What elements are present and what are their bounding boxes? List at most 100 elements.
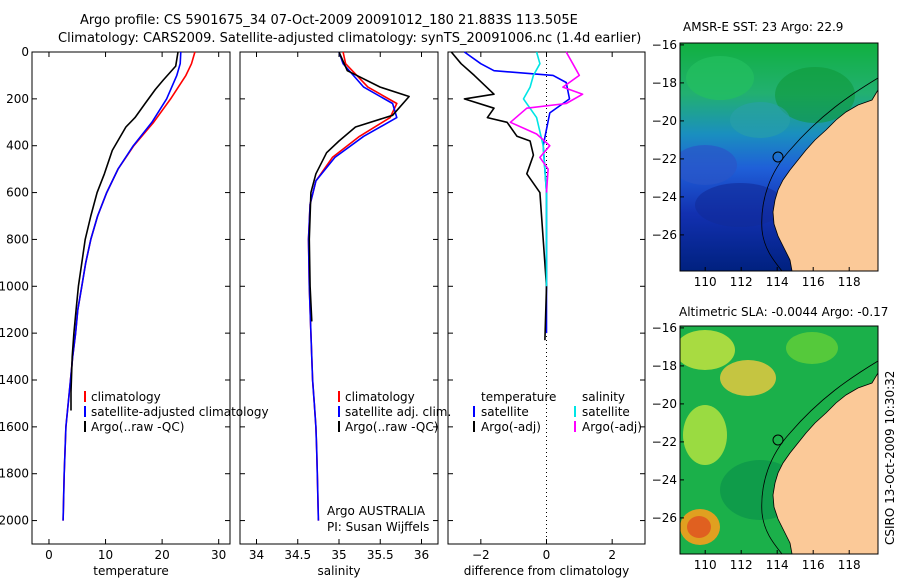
sla-map-title: Altimetric SLA: -0.0044 Argo: -0.17 (679, 305, 888, 319)
lat-tick-label: −22 (652, 435, 677, 449)
legend-label-sal-argo: Argo(-adj) (582, 420, 642, 434)
series-line-argo-raw-qc (308, 51, 410, 322)
sla-high-patch (720, 360, 776, 396)
lon-tick-label: 118 (838, 275, 861, 289)
legend-label-satellite: satellite adj. clim. (345, 405, 451, 419)
lat-tick-label: −24 (652, 190, 677, 204)
lon-tick-label: 112 (730, 558, 753, 572)
x-tick-label: 0 (45, 548, 53, 562)
series-line-temperature-argo-adj (450, 51, 548, 341)
legend-label-satellite: satellite-adjusted climatology (91, 405, 269, 419)
lon-tick-label: 116 (802, 275, 825, 289)
y-tick-label: 1600 (0, 420, 29, 434)
lat-tick-label: −16 (652, 321, 677, 335)
legend-label-climatology: climatology (91, 390, 161, 404)
lat-tick-label: −20 (652, 114, 677, 128)
australia-landmass (772, 89, 878, 271)
plot-frame (239, 51, 439, 545)
x-tick-label: 10 (98, 548, 113, 562)
x-tick-label: 36 (414, 548, 429, 562)
float-program-label: Argo AUSTRALIA (327, 504, 426, 518)
sla-high-patch (680, 330, 735, 370)
sst-map-frame (679, 42, 879, 272)
sst-warm-patch (686, 56, 754, 100)
lon-tick-label: 112 (730, 275, 753, 289)
x-tick-label: 2 (608, 548, 616, 562)
y-tick-label: 1200 (0, 326, 29, 340)
legend-title-salinity: salinity (582, 390, 625, 404)
series-line-argo-raw-qc (70, 51, 179, 411)
lat-tick-label: −18 (652, 359, 677, 373)
temperature-panel: 0 10 20 30 0 200 400 600 800 1000 1200 1400 1600 1800… (0, 45, 231, 578)
bathymetry-contour (761, 77, 878, 271)
lat-tick-label: −26 (652, 228, 677, 242)
y-tick-label: 600 (6, 186, 29, 200)
x-tick-label: 34.5 (284, 548, 311, 562)
y-tick-label: 800 (6, 232, 29, 246)
sst-cool-patch (680, 145, 737, 185)
y-tick-label: 2000 (0, 514, 29, 528)
sla-map-ticks: 110 112 114 116 118 −16 −18 −20 −22 −24 −26 (652, 321, 861, 572)
y-tick-label: 0 (21, 45, 29, 59)
x-axis-label: difference from climatology (464, 564, 630, 578)
x-tick-label: 35 (331, 548, 346, 562)
legend-label-climatology: climatology (345, 390, 415, 404)
y-tick-label: 1000 (0, 279, 29, 293)
lon-tick-label: 118 (838, 558, 861, 572)
sla-peak-patch (687, 516, 711, 538)
x-axis-label: salinity (317, 564, 360, 578)
sla-high-patch (786, 332, 838, 364)
y-tick-label: 400 (6, 139, 29, 153)
sst-cool-patch (695, 183, 785, 227)
x-tick-label: −2 (472, 548, 490, 562)
float-pi-label: PI: Susan Wijffels (327, 520, 429, 534)
lat-tick-label: −16 (652, 38, 677, 52)
australia-landmass (772, 372, 878, 554)
lat-tick-label: −20 (652, 397, 677, 411)
lon-tick-label: 110 (694, 275, 717, 289)
sla-map-frame (679, 325, 879, 555)
legend-label-temp-satellite: satellite (481, 405, 529, 419)
lat-tick-label: −26 (652, 511, 677, 525)
series-line-salinity-argo-adj (509, 51, 584, 193)
sst-cool-patch (730, 102, 790, 138)
salinity-legend: climatology satellite adj. clim. Argo(..… (327, 390, 451, 534)
sst-map: AMSR-E SST: 23 Argo: 22.9 110 112 114 116 11… (652, 20, 879, 289)
lat-tick-label: −24 (652, 473, 677, 487)
lon-tick-label: 114 (766, 558, 789, 572)
y-tick-label: 1400 (0, 373, 29, 387)
lat-tick-label: −22 (652, 152, 677, 166)
legend-title-temperature: temperature (481, 390, 556, 404)
difference-legend: temperature satellite Argo(-adj) salinit… (473, 390, 642, 434)
plot-frame (31, 51, 231, 545)
x-tick-label: 34 (249, 548, 264, 562)
argo-float-marker (772, 151, 784, 163)
series-line-satellite-adjusted-climatology (62, 51, 182, 521)
legend-label-sal-satellite: satellite (582, 405, 630, 419)
sst-map-title: AMSR-E SST: 23 Argo: 22.9 (683, 20, 843, 34)
sla-high-patch (683, 405, 727, 465)
difference-panel: −2 0 2 difference from climatology (447, 51, 646, 578)
figure-title-line1: Argo profile: CS 5901675_34 07-Oct-2009 … (80, 13, 578, 28)
legend-label-temp-argo: Argo(-adj) (481, 420, 541, 434)
lat-tick-label: −18 (652, 76, 677, 90)
argo-float-marker (772, 434, 784, 446)
x-tick-label: 35.5 (367, 548, 394, 562)
x-tick-label: 0 (543, 548, 551, 562)
bathymetry-contour (761, 360, 878, 554)
x-tick-label: 30 (211, 548, 226, 562)
x-tick-label: 20 (154, 548, 169, 562)
y-tick-label: 200 (6, 92, 29, 106)
lon-tick-label: 110 (694, 558, 717, 572)
lon-tick-label: 116 (802, 558, 825, 572)
legend-label-argo: Argo(..raw -QC) (345, 420, 438, 434)
lon-tick-label: 114 (766, 275, 789, 289)
sla-map: Altimetric SLA: -0.0044 Argo: -0.17 110 1… (652, 305, 889, 572)
x-axis-label: temperature (93, 564, 168, 578)
sst-map-ticks: 110 112 114 116 118 −16 −18 −20 −22 −24 −26 (652, 38, 861, 289)
timestamp-stamp: CSIRO 13-Oct-2009 10:30:32 (883, 371, 897, 545)
temperature-legend: climatology satellite-adjusted climatolo… (84, 390, 269, 434)
salinity-panel: 34 34.5 35 35.5 36 salinity (239, 51, 439, 578)
y-tick-label: 1800 (0, 467, 29, 481)
